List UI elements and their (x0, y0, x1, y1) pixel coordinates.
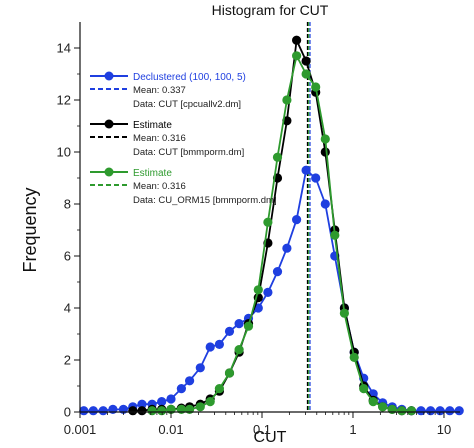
y-axis-label: Frequency (20, 187, 40, 272)
data-point (224, 368, 235, 378)
y-tick-label: 4 (64, 301, 71, 316)
data-point (359, 384, 369, 394)
data-point (454, 406, 464, 416)
legend-marker-estimate-black (104, 119, 114, 129)
data-point (292, 215, 302, 225)
legend-mean-estimate-green: Mean: 0.316 (133, 181, 186, 192)
data-point (195, 402, 205, 412)
data-point (387, 404, 397, 414)
data-point (292, 51, 302, 61)
legend-entry-declustered: Declustered (100, 100, 5) Mean: 0.337 Da… (90, 71, 246, 110)
x-tick-label: 0.1 (253, 422, 271, 437)
data-point (378, 402, 388, 412)
x-tick-label: 0.01 (158, 422, 183, 437)
y-tick-label: 8 (64, 197, 71, 212)
series-line (83, 168, 460, 412)
y-ticks: 0 2 4 6 8 10 12 14 (57, 41, 80, 420)
data-point (108, 404, 118, 414)
data-point (128, 406, 138, 416)
mean-lines (306, 22, 311, 412)
data-point (243, 321, 254, 331)
legend-entry-estimate-green: Estimate Mean: 0.316 Data: CU_ORM15 [bmm… (90, 167, 277, 206)
x-tick-label: 1 (349, 422, 356, 437)
data-point (282, 243, 292, 253)
data-point (185, 376, 195, 386)
legend: Declustered (100, 100, 5) Mean: 0.337 Da… (90, 71, 277, 206)
data-point (301, 165, 311, 175)
data-point (339, 308, 349, 318)
data-point (214, 339, 224, 349)
x-ticks: 0.001 0.01 0.1 1 10 (64, 412, 451, 437)
data-point (166, 394, 176, 404)
data-point (320, 134, 330, 144)
data-point (301, 69, 311, 79)
legend-label-estimate-green: Estimate (133, 168, 172, 179)
legend-entry-estimate-black: Estimate Mean: 0.316 Data: CUT [bmmporm.… (90, 119, 244, 158)
legend-mean-estimate-black: Mean: 0.316 (133, 133, 186, 144)
data-point (195, 363, 205, 373)
data-point (137, 406, 147, 416)
data-point (311, 82, 321, 92)
legend-mean-declustered: Mean: 0.337 (133, 85, 186, 96)
y-tick-label: 12 (57, 93, 71, 108)
data-point (176, 404, 186, 414)
x-axis-label: CUT (254, 429, 287, 446)
data-point (330, 230, 340, 240)
y-tick-label: 0 (64, 405, 71, 420)
legend-label-declustered: Declustered (100, 100, 5) (133, 72, 246, 83)
data-point (416, 406, 426, 416)
series-line (152, 53, 412, 412)
data-point (79, 406, 89, 416)
y-tick-label: 6 (64, 249, 71, 264)
data-point (263, 217, 273, 227)
data-point (397, 406, 407, 416)
data-point (263, 287, 273, 297)
data-point (88, 406, 98, 416)
legend-marker-declustered (104, 71, 114, 81)
data-point (349, 352, 359, 362)
data-point (272, 267, 283, 277)
legend-label-estimate-black: Estimate (133, 120, 172, 131)
data-point (435, 406, 445, 416)
data-point (234, 319, 244, 329)
y-tick-label: 14 (57, 41, 71, 56)
data-point (205, 397, 215, 407)
data-point (157, 406, 167, 416)
data-point (445, 406, 455, 416)
data-point (406, 406, 416, 416)
legend-data-estimate-black: Data: CUT [bmmporm.dm] (133, 147, 244, 158)
data-point (147, 406, 157, 416)
data-point (176, 384, 186, 394)
data-point (320, 147, 330, 157)
y-tick-label: 10 (57, 145, 71, 160)
data-point (311, 173, 321, 183)
data-point (301, 56, 311, 66)
data-point (320, 199, 330, 209)
legend-data-estimate-green: Data: CU_ORM15 [bmmporm.dm] (133, 195, 277, 206)
data-point (98, 406, 108, 416)
data-point (253, 285, 263, 295)
data-point (292, 35, 302, 45)
x-tick-label: 0.001 (64, 422, 97, 437)
data-point (234, 345, 244, 355)
data-point (368, 397, 378, 407)
data-point (214, 384, 224, 394)
data-point (137, 399, 147, 409)
data-point (272, 152, 283, 162)
data-point (157, 397, 167, 407)
data-point (205, 342, 215, 352)
data-point (282, 95, 292, 105)
legend-data-declustered: Data: CUT [cpcuallv2.dm] (133, 99, 241, 110)
chart-title: Histogram for CUT (212, 2, 329, 18)
y-tick-label: 2 (64, 353, 71, 368)
x-tick-label: 10 (437, 422, 451, 437)
data-point (426, 406, 436, 416)
legend-marker-estimate-green (104, 167, 114, 177)
data-point (224, 326, 235, 336)
data-point (185, 404, 195, 414)
